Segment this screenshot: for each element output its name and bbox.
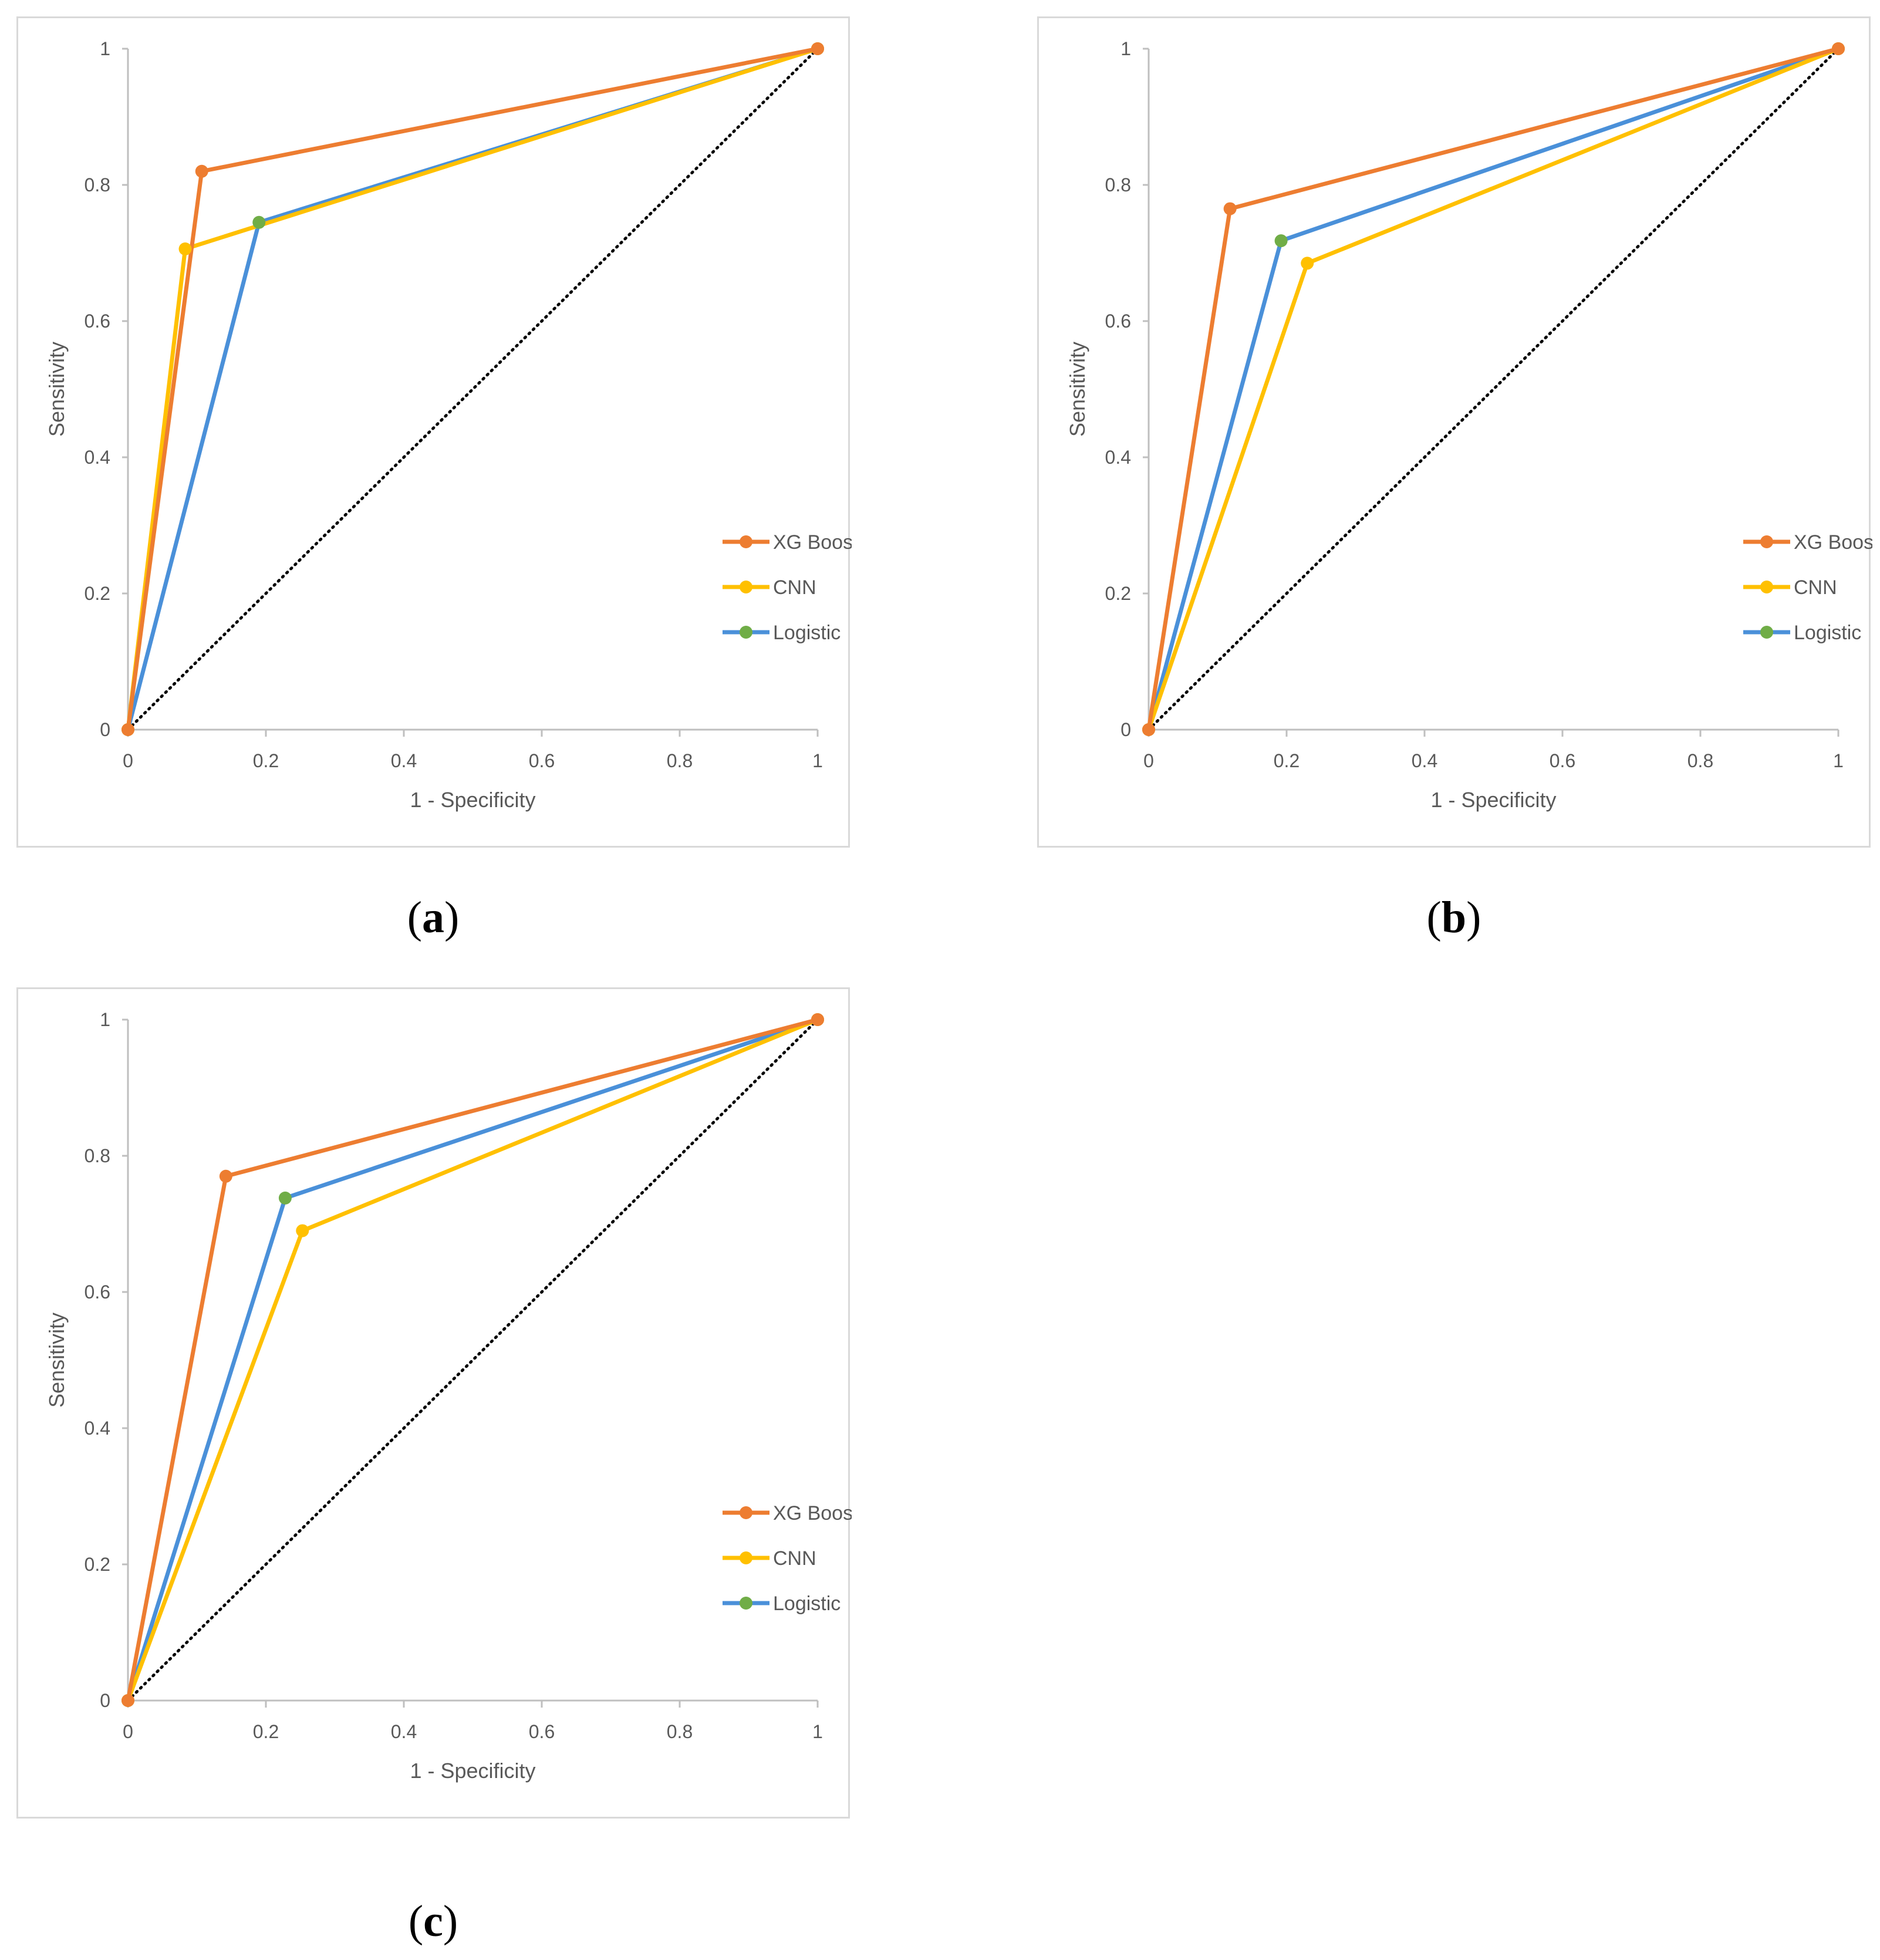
- y-axis-title-c: Sensitivity: [45, 1313, 69, 1408]
- y-tick-label-c: 0.2: [85, 1554, 110, 1575]
- data-point-logistic-b: [1274, 234, 1288, 248]
- data-point-cnn-b: [1301, 257, 1314, 270]
- data-point-xgboost-a: [811, 42, 824, 55]
- x-tick-label-a: 0.2: [253, 750, 279, 771]
- legend-label-cnn-c: CNN: [773, 1547, 816, 1570]
- legend-marker-cnn-c: [740, 1551, 752, 1564]
- legend-marker-xgboost-a: [740, 535, 752, 548]
- y-tick-label-c: 0: [100, 1690, 110, 1711]
- x-tick-label-b: 0.4: [1412, 750, 1437, 771]
- legend-marker-cnn-a: [740, 581, 752, 593]
- x-tick-label-b: 1: [1833, 750, 1844, 771]
- y-tick-label-a: 0.6: [85, 311, 110, 332]
- legend-label-logistic-b: Logistic: [1794, 622, 1861, 644]
- data-point-xgboost-b: [1142, 723, 1155, 736]
- y-tick-label-c: 1: [100, 1009, 110, 1030]
- caption-a-letter: a: [422, 893, 444, 942]
- x-axis-title-a: 1 - Specificity: [410, 788, 535, 812]
- y-tick-label-a: 1: [100, 38, 110, 59]
- data-point-xgboost-c: [811, 1013, 824, 1026]
- legend-label-cnn-a: CNN: [773, 576, 816, 599]
- roc-chart-c: 0 0.2 0.4 0.6 0.8 1 0 0.2 0.4 0.6 0.8 1 1 - Specific…: [45, 1009, 852, 1783]
- legend-marker-cnn-b: [1760, 581, 1773, 593]
- legend-label-logistic-c: Logistic: [773, 1593, 841, 1615]
- legend-marker-xgboost-b: [1760, 535, 1773, 548]
- y-tick-label-b: 0.8: [1105, 174, 1131, 195]
- diagonal-reference-line-b: [1147, 47, 1840, 731]
- chart-panel-b: 0 0.2 0.4 0.6 0.8 1 0 0.2 0.4 0.6 0.8 1 1 - Specific…: [1037, 16, 1872, 848]
- y-tick-label-a: 0.2: [85, 583, 110, 604]
- y-tick-label-b: 0: [1120, 719, 1131, 740]
- x-tick-label-a: 0: [123, 750, 133, 771]
- diagonal-reference-line-a: [126, 47, 819, 731]
- chart-panel-c: 0 0.2 0.4 0.6 0.8 1 0 0.2 0.4 0.6 0.8 1 1 - Specific…: [16, 987, 852, 1819]
- data-point-xgboost-a: [121, 723, 134, 736]
- legend-label-xgboost-b: XG Boost: [1794, 531, 1872, 554]
- legend-marker-logistic-a: [740, 626, 752, 639]
- caption-c-letter: c: [423, 1897, 443, 1946]
- caption-a: (a): [407, 893, 460, 942]
- legend-marker-xgboost-c: [740, 1506, 752, 1519]
- y-tick-label-b: 0.2: [1105, 583, 1131, 604]
- y-tick-label-b: 0.6: [1105, 311, 1131, 332]
- data-point-cnn-a: [178, 242, 192, 256]
- data-point-cnn-c: [296, 1224, 309, 1237]
- legend-label-logistic-a: Logistic: [773, 622, 841, 644]
- y-tick-label-c: 0.6: [85, 1281, 110, 1303]
- data-point-xgboost-c: [219, 1169, 232, 1183]
- data-point-logistic-c: [278, 1191, 292, 1205]
- caption-b-letter: b: [1441, 893, 1467, 942]
- data-point-xgboost-c: [121, 1694, 134, 1707]
- chart-panel-a: 0 0.2 0.4 0.6 0.8 1 0 0.2 0.4 0.6 0.8 1 1 - Specific…: [16, 16, 852, 848]
- x-tick-label-c: 0.8: [667, 1721, 693, 1742]
- x-axis-title-b: 1 - Specificity: [1430, 788, 1556, 812]
- data-point-xgboost-b: [1832, 42, 1845, 55]
- y-axis-title-a: Sensitivity: [45, 342, 69, 437]
- legend-label-xgboost-a: XG Boost: [773, 531, 852, 554]
- x-tick-label-b: 0.2: [1274, 750, 1300, 771]
- x-tick-label-a: 0.4: [391, 750, 417, 771]
- x-tick-label-c: 0.6: [529, 1721, 555, 1742]
- y-tick-label-b: 0.4: [1105, 447, 1131, 468]
- legend-marker-logistic-b: [1760, 626, 1773, 639]
- x-tick-label-a: 1: [812, 750, 823, 771]
- y-axis-title-b: Sensitivity: [1065, 342, 1089, 437]
- y-tick-label-a: 0.8: [85, 174, 110, 195]
- data-point-logistic-a: [252, 215, 266, 229]
- diagonal-reference-line-c: [126, 1018, 819, 1702]
- legend-marker-logistic-c: [740, 1597, 752, 1610]
- x-tick-label-c: 1: [812, 1721, 823, 1742]
- y-tick-label-c: 0.4: [85, 1418, 110, 1439]
- x-tick-label-a: 0.6: [529, 750, 555, 771]
- y-tick-label-b: 1: [1120, 38, 1131, 59]
- y-tick-label-a: 0.4: [85, 447, 110, 468]
- y-tick-label-a: 0: [100, 719, 110, 740]
- data-point-xgboost-b: [1223, 202, 1237, 215]
- data-point-xgboost-a: [195, 164, 208, 178]
- x-tick-label-a: 0.8: [667, 750, 693, 771]
- x-tick-label-b: 0.8: [1687, 750, 1713, 771]
- roc-chart-a: 0 0.2 0.4 0.6 0.8 1 0 0.2 0.4 0.6 0.8 1 1 - Specific…: [45, 38, 852, 812]
- legend-label-xgboost-c: XG Boost: [773, 1502, 852, 1524]
- roc-chart-b: 0 0.2 0.4 0.6 0.8 1 0 0.2 0.4 0.6 0.8 1 1 - Specific…: [1065, 38, 1872, 812]
- y-tick-label-c: 0.8: [85, 1145, 110, 1166]
- x-tick-label-b: 0.6: [1550, 750, 1575, 771]
- x-tick-label-c: 0: [123, 1721, 133, 1742]
- x-tick-label-b: 0: [1143, 750, 1154, 771]
- caption-b: (b): [1426, 893, 1481, 942]
- x-axis-title-c: 1 - Specificity: [410, 1759, 535, 1783]
- legend-label-cnn-b: CNN: [1794, 576, 1837, 599]
- caption-c: (c): [408, 1897, 458, 1946]
- x-tick-label-c: 0.2: [253, 1721, 279, 1742]
- x-tick-label-c: 0.4: [391, 1721, 417, 1742]
